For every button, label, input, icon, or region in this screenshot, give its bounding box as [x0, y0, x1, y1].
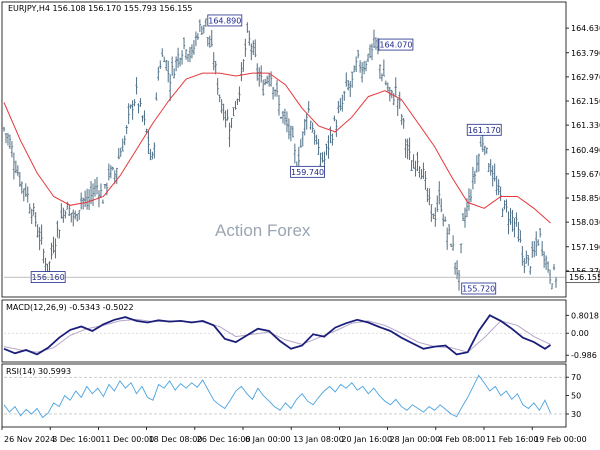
- macd-signal-line: [3, 318, 551, 353]
- watermark: Action Forex: [215, 221, 311, 240]
- rsi-panel: RSI(14) 30.5993 70 50 30: [1, 363, 581, 428]
- price-tick-label: 160.490: [571, 146, 600, 155]
- time-tick-label: 11 Dec 00:00: [100, 435, 154, 444]
- time-tick-label: 3 Dec 16:00: [52, 435, 101, 444]
- price-axis: 164.630 163.790 162.970 162.150 161.330 160.4…: [566, 24, 600, 276]
- time-tick-label: 26 Dec 16:00: [197, 435, 251, 444]
- time-tick-label: 18 Dec 08:00: [149, 435, 203, 444]
- price-annotation-label: 155.720: [462, 285, 495, 294]
- macd-axis: 0.8018 0.00 -0.986: [4, 311, 599, 360]
- rsi-tick-label: 50: [571, 392, 581, 401]
- time-tick-label: 4 Feb 08:00: [438, 435, 485, 444]
- price-tick-label: 161.330: [571, 121, 600, 130]
- price-tick-label: 162.150: [571, 97, 600, 106]
- price-annotation-label: 164.890: [208, 16, 241, 25]
- time-tick-label: 28 Jan 00:00: [390, 435, 441, 444]
- price-tick-label: 158.030: [571, 218, 600, 227]
- macd-tick-label: 0.00: [571, 329, 589, 338]
- price-annotation-box: [207, 14, 243, 27]
- last-price: 156.155: [4, 271, 600, 284]
- moving-average: [3, 72, 551, 224]
- price-tick-label: 159.670: [571, 170, 600, 179]
- macd-lines: [3, 314, 552, 356]
- macd-panel: MACD(12,26,9) -0.5343 -0.5022 0.8018 0.00…: [1, 299, 599, 363]
- price-annotation-box: [290, 165, 326, 178]
- time-tick-label: 6 Jan 00:00: [245, 435, 291, 444]
- moving-average-line: [3, 72, 551, 224]
- price-tick-label: 157.190: [571, 243, 600, 252]
- last-price-label: 156.155: [569, 273, 600, 282]
- macd-panel-frame: [1, 299, 567, 363]
- time-tick-label: 11 Feb 16:00: [486, 435, 538, 444]
- price-tick-label: 156.370: [571, 267, 600, 276]
- rsi-tick-label: 30: [571, 410, 581, 419]
- macd-panel-title: MACD(12,26,9) -0.5343 -0.5022: [6, 303, 134, 312]
- rsi-panel-title: RSI(14) 30.5993: [6, 367, 71, 376]
- rsi-tick-label: 70: [571, 373, 581, 382]
- last-price-box: [565, 271, 600, 284]
- price-annotation-label: 164.070: [379, 41, 412, 50]
- macd-tick-label: -0.986: [571, 351, 597, 360]
- time-tick-label: 26 Nov 2024: [4, 435, 55, 444]
- macd-tick-label: 0.8018: [571, 311, 599, 320]
- price-annotation-box: [461, 282, 497, 295]
- time-tick-label: 19 Feb 00:00: [534, 435, 586, 444]
- price-annotation-label: 156.160: [32, 273, 65, 282]
- price-annotation-label: 161.170: [468, 126, 501, 135]
- price-panel: EURJPY,H4 156.108 156.170 155.793 156.15…: [1, 1, 600, 298]
- macd-line: [3, 314, 552, 356]
- price-annotation-box: [378, 38, 414, 51]
- rsi-line: [3, 374, 551, 419]
- price-tick-label: 158.850: [571, 194, 600, 203]
- rsi-axis: 70 50 30: [4, 373, 581, 419]
- price-tick-label: 162.970: [571, 73, 600, 82]
- time-tick-label: 20 Jan 16:00: [341, 435, 392, 444]
- time-tick-label: 13 Jan 08:00: [293, 435, 344, 444]
- price-tick-label: 163.790: [571, 49, 600, 58]
- price-annotation-label: 159.740: [291, 168, 324, 177]
- price-tick-label: 164.630: [571, 24, 600, 33]
- price-panel-title: EURJPY,H4 156.108 156.170 155.793 156.15…: [8, 4, 193, 13]
- rsi-series-line: [3, 374, 551, 419]
- price-bars: [2, 18, 558, 291]
- price-annotation-box: [466, 123, 502, 136]
